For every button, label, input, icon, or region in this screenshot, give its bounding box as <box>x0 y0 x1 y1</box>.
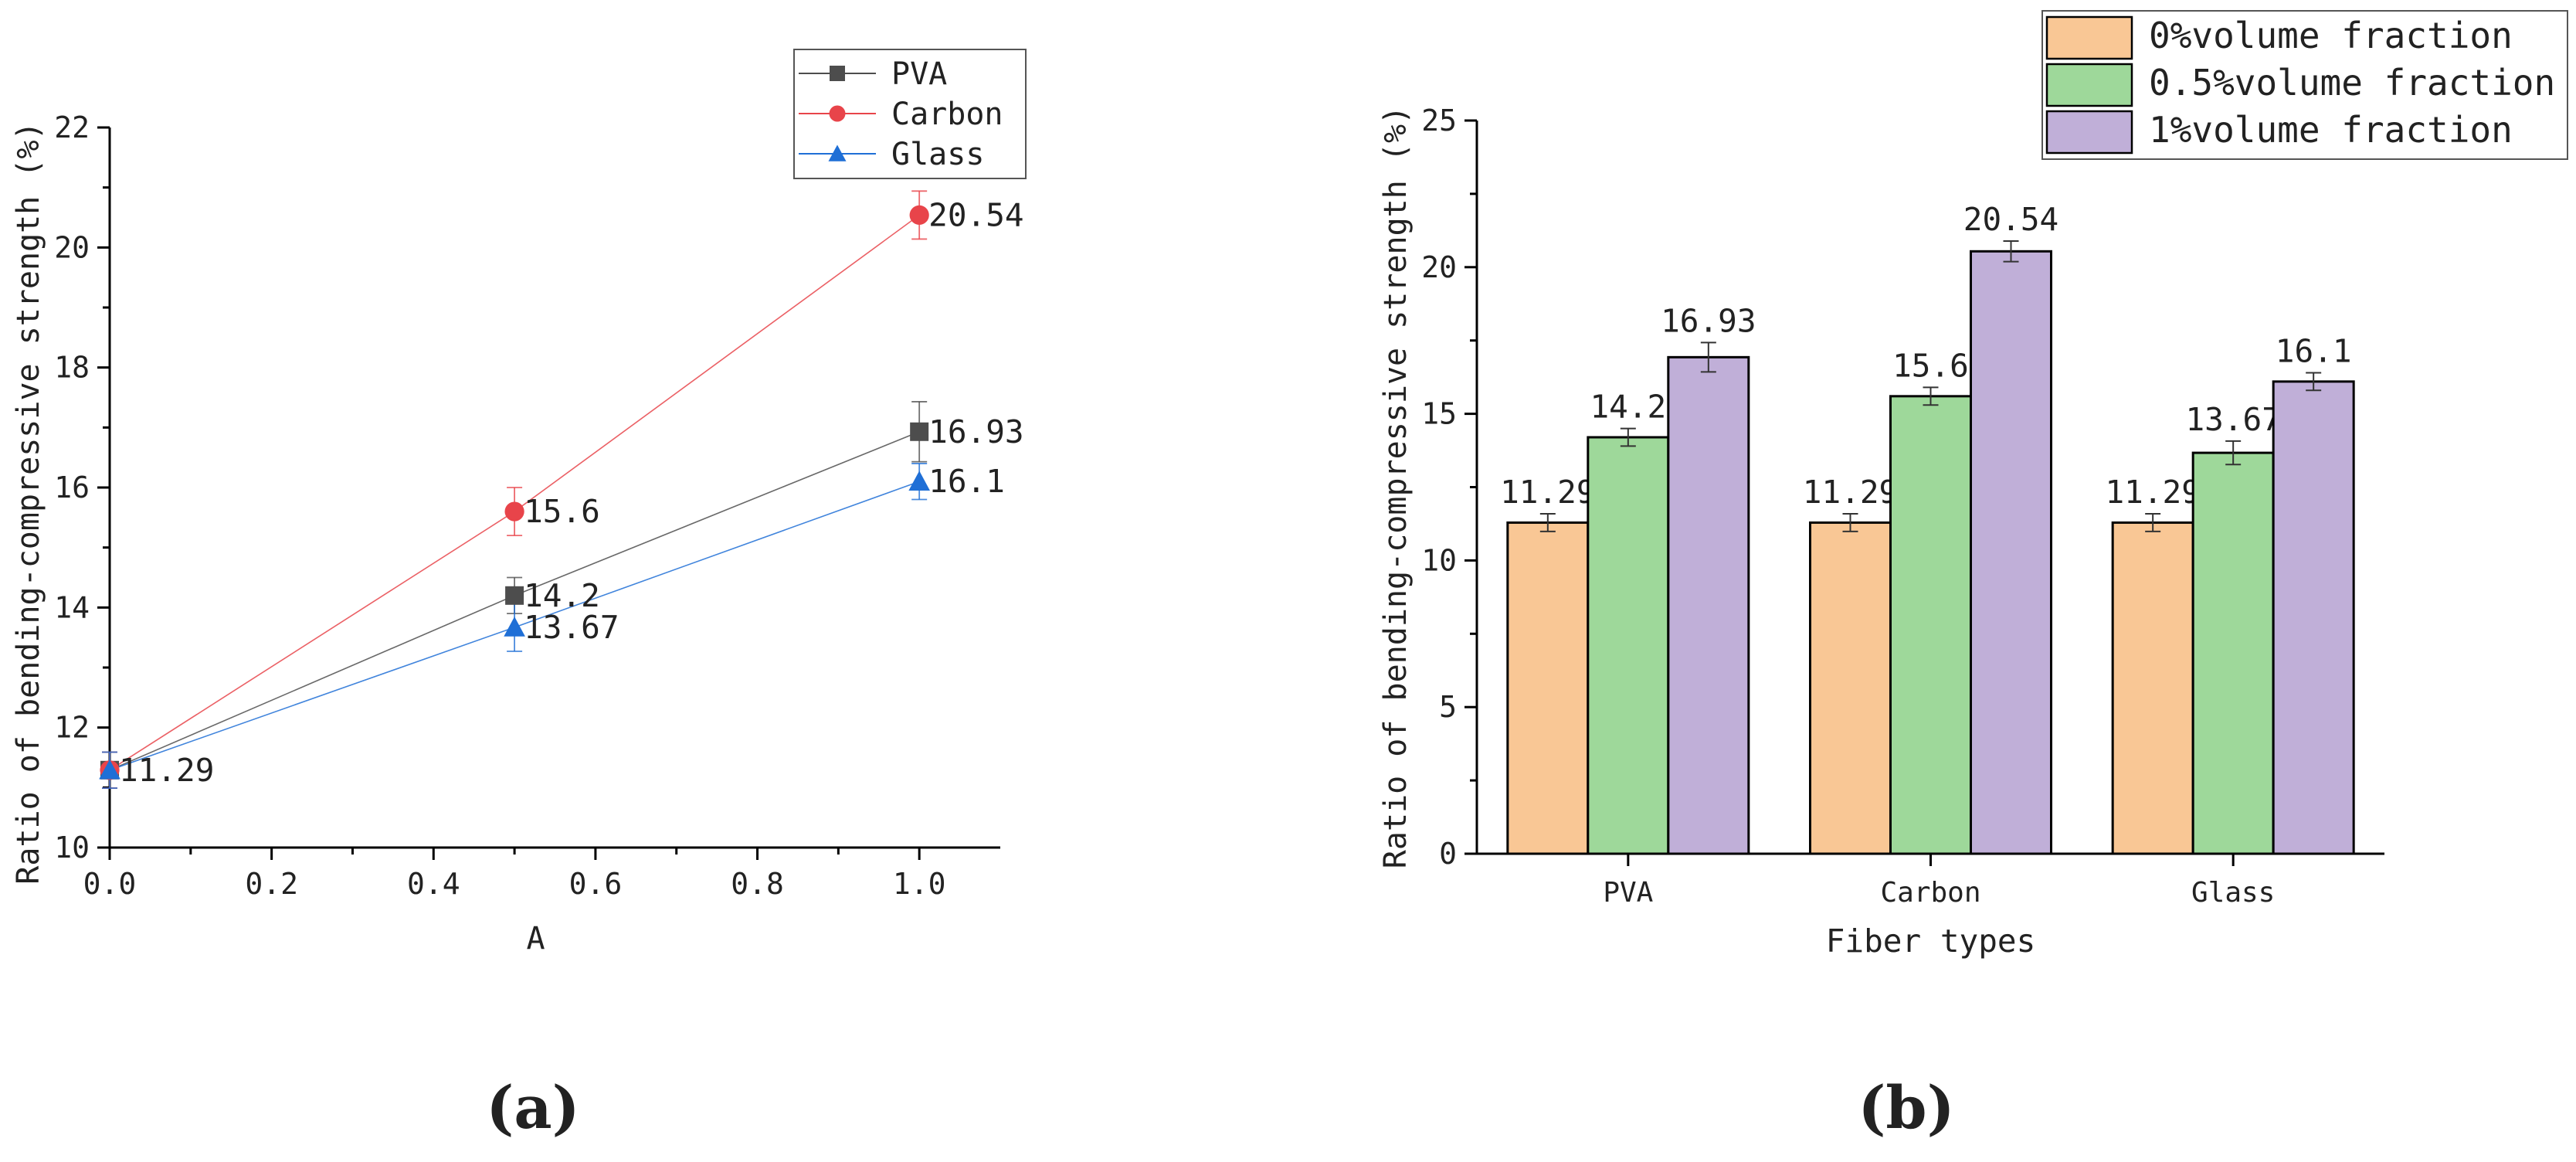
data-label: 16.93 <box>928 413 1023 450</box>
data-label: 14.2 <box>524 577 600 614</box>
data-label: 15.6 <box>1892 347 1969 384</box>
x-tick-label: Carbon <box>1880 877 1980 909</box>
legend-marker-pva <box>830 66 845 81</box>
legend-label-0-5-volume-fraction: 0.5%volume fraction <box>2149 62 2555 104</box>
data-label: 11.29 <box>1500 474 1595 511</box>
y-tick-label: 20 <box>1421 250 1457 284</box>
x-tick-label: 1.0 <box>893 867 946 901</box>
legend-label-0-volume-fraction: 0%volume fraction <box>2149 15 2513 56</box>
bar-glass-1-volume-fraction <box>2272 380 2355 855</box>
legend-label-pva: PVA <box>891 56 947 92</box>
data-label: 15.6 <box>524 493 600 530</box>
y-tick-label: 10 <box>54 831 90 865</box>
data-label: 16.1 <box>2276 332 2352 369</box>
x-tick-label: 0.2 <box>245 867 298 901</box>
legend-swatch-0-5-volume-fraction <box>2045 63 2133 107</box>
x-tick-label: 0.8 <box>731 867 784 901</box>
data-label: 16.1 <box>928 463 1005 500</box>
x-tick-label: 0.0 <box>83 867 137 901</box>
y-tick-label: 12 <box>54 711 90 745</box>
data-point-carbon <box>909 205 929 225</box>
legend-label-carbon: Carbon <box>891 97 1003 132</box>
data-point-pva <box>910 422 929 441</box>
data-label: 20.54 <box>1963 201 2058 238</box>
legend: 0%volume fraction 0.5%volume fraction 1%vo… <box>2041 10 2568 160</box>
panel-label-b: (b) <box>1858 1073 1954 1142</box>
y-tick-label: 18 <box>54 351 90 385</box>
bar-pva-0-5-volume-fraction <box>1587 436 1670 855</box>
y-tick-label: 16 <box>54 471 90 505</box>
legend-label-glass: Glass <box>891 137 984 172</box>
data-point-carbon <box>504 501 524 522</box>
legend-label-1-volume-fraction: 1%volume fraction <box>2149 109 2513 151</box>
data-label: 16.93 <box>1661 302 1756 339</box>
y-tick-label: 25 <box>1421 104 1457 138</box>
data-label: 20.54 <box>928 196 1023 233</box>
bar-pva-1-volume-fraction <box>1667 355 1750 855</box>
y-axis-label: Ratio of bending-compressive strength (%… <box>1378 106 1414 868</box>
data-label: 11.29 <box>2105 474 2200 511</box>
y-tick-label: 10 <box>1421 543 1457 577</box>
data-label: 13.67 <box>524 609 619 646</box>
y-tick-label: 14 <box>54 590 90 624</box>
y-tick-label: 15 <box>1421 397 1457 431</box>
bar-carbon-0-volume-fraction <box>1809 521 1892 855</box>
x-tick-label: 0.4 <box>407 867 460 901</box>
x-tick-label: PVA <box>1603 877 1653 909</box>
data-label: 13.67 <box>2185 401 2280 438</box>
legend-marker-carbon <box>829 105 846 122</box>
panel-label-a: (a) <box>486 1073 579 1142</box>
bar-glass-0-volume-fraction <box>2111 521 2194 855</box>
legend: PVA Carbon Glass <box>793 49 1027 179</box>
bar-chart-panel-b: 0 5 10 15 20 25 PVA 11.29 14.2 16.93 Carbon 11.29 15… <box>1378 10 2568 1142</box>
data-label: 14.2 <box>1590 389 1666 426</box>
y-axis-label: Ratio of bending-compressive strength (%… <box>11 121 46 884</box>
y-tick-label: 20 <box>54 230 90 264</box>
data-label: 11.29 <box>1803 474 1898 511</box>
bar-glass-0-5-volume-fraction <box>2191 451 2275 855</box>
y-tick-label: 0 <box>1439 837 1457 871</box>
bar-carbon-0-5-volume-fraction <box>1889 395 1972 855</box>
data-point-glass <box>99 759 120 780</box>
bar-pva-0-volume-fraction <box>1506 521 1590 855</box>
bar-carbon-1-volume-fraction <box>1970 250 2052 855</box>
line-chart-panel-a: 10 12 14 16 18 20 22 0.0 0.2 0.4 0.6 0.8 1.0 A Ratio o… <box>11 49 1027 1142</box>
data-point-glass <box>504 617 525 637</box>
y-tick-label: 5 <box>1439 690 1457 724</box>
legend-swatch-1-volume-fraction <box>2045 110 2133 155</box>
x-axis-label: Fiber types <box>1826 922 2036 960</box>
data-label: 11.29 <box>119 752 214 789</box>
y-tick-label: 22 <box>54 110 90 144</box>
data-point-pva <box>505 586 524 605</box>
x-axis-label: A <box>526 921 545 956</box>
legend-swatch-0-volume-fraction <box>2045 15 2133 60</box>
legend-marker-glass <box>828 144 847 161</box>
data-point-glass <box>908 471 930 491</box>
x-tick-label: 0.6 <box>569 867 623 901</box>
x-tick-label: Glass <box>2191 877 2275 909</box>
